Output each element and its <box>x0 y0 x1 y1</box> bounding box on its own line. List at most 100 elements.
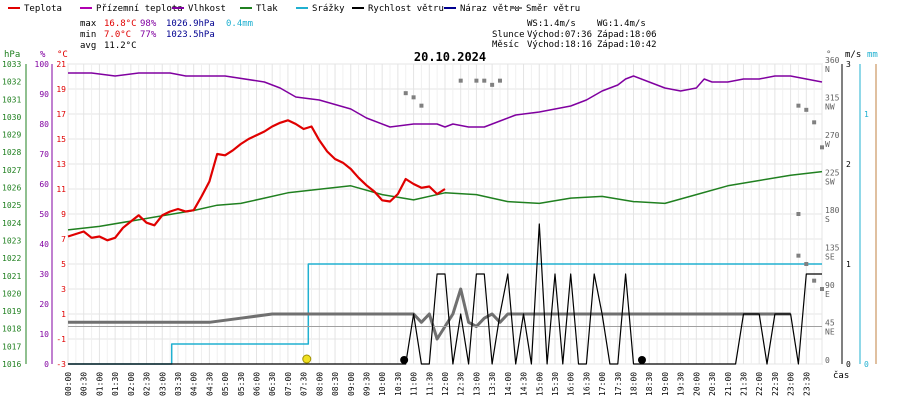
time-tick-label: 15:30 <box>551 372 560 396</box>
legend-label-6: Náraz větru <box>460 4 520 14</box>
time-tick-label: 14:00 <box>504 372 513 396</box>
dir-tick-label: 0 <box>825 356 830 365</box>
wind-direction-series <box>68 287 791 341</box>
temp-unit-label: °C <box>57 50 68 60</box>
hpa-tick-label: 1016 <box>2 360 21 369</box>
stats-avg-label: avg <box>80 41 96 51</box>
time-tick-label: 19:30 <box>677 372 686 396</box>
hpa-tick-label: 1018 <box>2 325 21 334</box>
legend-label-7: Směr větru <box>526 4 580 14</box>
dir-tick-label: 180 <box>825 206 840 215</box>
time-tick-label: 15:00 <box>535 372 544 396</box>
time-tick-label: 07:30 <box>300 372 309 396</box>
dir-compass-label: SW <box>825 178 835 187</box>
time-tick-label: 06:00 <box>253 372 262 396</box>
legend: Teplota Přízemní teplota Vlhkost Tlak Srážky… <box>8 4 580 14</box>
temp-tick-label: 19 <box>56 85 66 94</box>
dir-tick-label: 315 <box>825 94 840 103</box>
temp-tick-label: -1 <box>56 335 66 344</box>
time-tick-label: 23:30 <box>802 372 811 396</box>
time-tick-label: 02:30 <box>143 372 152 396</box>
temp-tick-label: 15 <box>56 135 66 144</box>
time-tick-label: 05:00 <box>221 372 230 396</box>
pct-unit-label: % <box>40 50 46 60</box>
hpa-tick-label: 1022 <box>2 254 21 263</box>
temp-tick-label: 21 <box>56 60 66 69</box>
time-tick-label: 04:30 <box>205 372 214 396</box>
hpa-tick-label: 1031 <box>2 95 21 104</box>
legend-label-4: Srážky <box>312 4 345 14</box>
time-tick-label: 16:00 <box>567 372 576 396</box>
hpa-tick-label: 1025 <box>2 201 21 210</box>
wind-direction-mark <box>482 78 487 83</box>
temp-tick-label: 7 <box>61 235 66 244</box>
wind-direction-mark <box>820 145 824 150</box>
grid <box>67 63 823 365</box>
time-tick-label: 20:00 <box>692 372 701 396</box>
hpa-tick-label: 1017 <box>2 342 21 351</box>
time-tick-label: 03:00 <box>158 372 167 396</box>
info-sunset: Západ:18:06 <box>597 30 657 40</box>
info-moonset: Západ:10:42 <box>597 40 657 50</box>
info-moonrise: Východ:18:16 <box>527 40 592 50</box>
time-tick-label: 12:00 <box>441 372 450 396</box>
dir-unit-label: ° <box>826 50 831 60</box>
time-tick-label: 11:00 <box>410 372 419 396</box>
temp-tick-label: -3 <box>56 360 66 369</box>
time-tick-label: 01:30 <box>111 372 120 396</box>
hpa-tick-label: 1027 <box>2 166 21 175</box>
stats-min-hum: 77% <box>140 30 157 40</box>
hpa-unit-label: hPa <box>4 50 20 60</box>
pct-tick-label: 80 <box>39 120 49 129</box>
time-tick-label: 10:30 <box>394 372 403 396</box>
dir-tick-label: 45 <box>825 319 835 328</box>
sun-moon-info: WS:1.4m/s WG:1.4m/s Slunce Východ:07:36 … <box>492 19 657 50</box>
wind-direction-mark <box>820 287 824 291</box>
dir-compass-label: W <box>825 140 830 149</box>
axes: 00:00 00:30 01:00 01:30 02:00 02:30 03:00 03:30… <box>2 56 877 396</box>
time-tick-label: 20:30 <box>708 372 717 396</box>
time-tick-label: 12:30 <box>457 372 466 396</box>
stats-block: max 16.8°C 98% 1026.9hPa 0.4mm min 7.0°C… <box>80 19 253 51</box>
wind-direction-mark <box>796 212 801 216</box>
chart-title: 20.10.2024 <box>414 50 486 64</box>
info-sun-label: Slunce <box>492 30 525 40</box>
temperature-series <box>67 119 446 242</box>
time-tick-label: 04:00 <box>190 372 199 396</box>
time-tick-label: 14:30 <box>520 372 529 396</box>
time-tick-label: 06:30 <box>268 372 277 396</box>
time-tick-label: 08:30 <box>331 372 340 396</box>
temp-tick-label: 11 <box>56 185 66 194</box>
legend-label-2: Vlhkost <box>188 4 226 14</box>
info-ws: WS:1.4m/s <box>527 19 576 29</box>
pct-tick-label: 0 <box>44 360 49 369</box>
pct-tick-label: 40 <box>39 240 49 249</box>
hpa-tick-label: 1028 <box>2 148 21 157</box>
stats-min-press: 1023.5hPa <box>166 30 215 40</box>
temp-tick-label: 5 <box>61 260 66 269</box>
stats-max-hum: 98% <box>140 19 157 29</box>
pct-tick-label: 20 <box>39 300 49 309</box>
ms-tick-label: 2 <box>846 160 851 169</box>
time-tick-label: 03:30 <box>174 372 183 396</box>
wind-speed-series <box>68 223 822 365</box>
pct-tick-label: 70 <box>39 150 49 159</box>
temp-tick-label: 13 <box>56 160 66 169</box>
wind-direction-mark <box>458 78 463 83</box>
sun-icon <box>302 354 312 364</box>
time-tick-label: 13:00 <box>472 372 481 396</box>
hpa-tick-label: 1033 <box>2 60 21 69</box>
moonset-icon <box>400 356 409 364</box>
humidity-series <box>68 72 823 128</box>
hpa-tick-label: 1021 <box>2 272 21 281</box>
legend-label-1: Přízemní teplota <box>96 4 183 14</box>
dir-tick-label: 225 <box>825 169 840 178</box>
hpa-tick-label: 1026 <box>2 184 21 193</box>
dir-compass-label: E <box>825 290 830 299</box>
stats-max-press: 1026.9hPa <box>166 19 215 29</box>
pct-tick-label: 100 <box>35 60 50 69</box>
time-tick-label: 13:30 <box>488 372 497 396</box>
wind-direction-mark <box>804 107 809 112</box>
time-tick-label: 18:30 <box>645 372 654 396</box>
